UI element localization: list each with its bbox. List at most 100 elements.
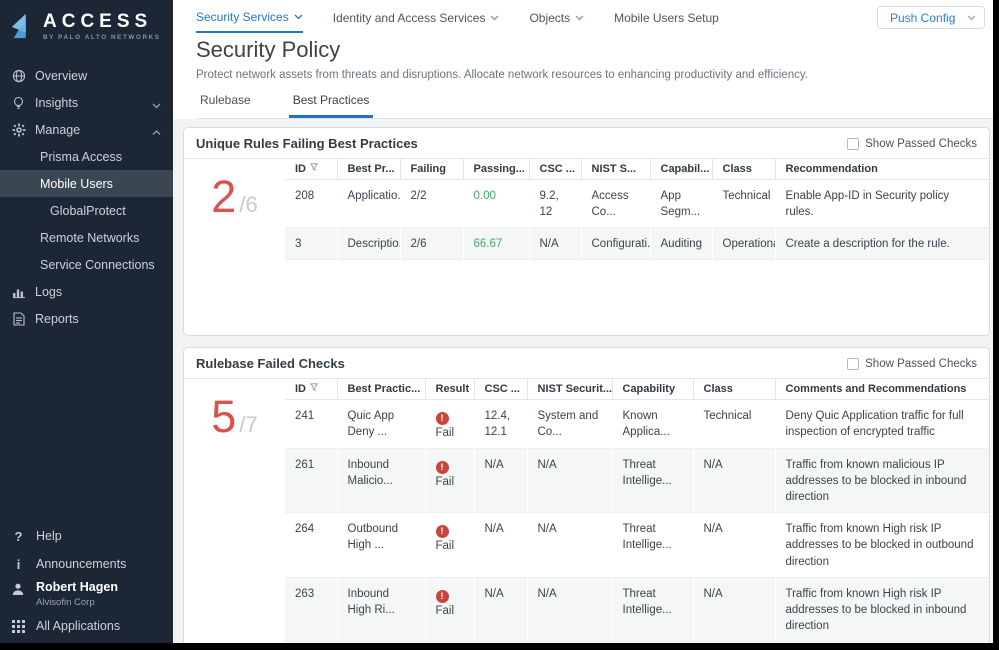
column-header-label: Result xyxy=(435,383,470,395)
stat-value: 2 xyxy=(211,171,238,222)
column-header-failing[interactable]: Failing xyxy=(399,159,463,180)
column-header-id[interactable]: ID xyxy=(285,379,337,400)
table-cell: Applicatio... xyxy=(347,190,401,202)
table-cell: !Fail xyxy=(425,400,474,449)
sidebar-item-announcements[interactable]: i Announcements xyxy=(0,550,173,578)
column-header-result[interactable]: Result xyxy=(424,379,474,400)
cards-container: Unique Rules Failing Best Practices Show … xyxy=(173,119,999,650)
push-config-button[interactable]: Push Config xyxy=(877,6,985,29)
chevron-down-icon xyxy=(152,98,161,112)
sidebar-item-insights[interactable]: Insights xyxy=(0,89,173,116)
checkbox-label: Show Passed Checks xyxy=(865,357,977,370)
sidebar-item-label: Reports xyxy=(35,311,79,326)
sidebar-item-remote-networks[interactable]: Remote Networks xyxy=(0,224,173,251)
sidebar-item-label: Service Connections xyxy=(40,257,155,272)
table-cell: 0.00 xyxy=(473,190,496,202)
sidebar-item-mobile-users[interactable]: Mobile Users xyxy=(0,170,173,197)
sidebar-item-prisma-access[interactable]: Prisma Access xyxy=(0,143,173,170)
table-cell: 263 xyxy=(295,587,315,600)
column-header-label: NIST S... xyxy=(591,163,637,175)
column-header-passing[interactable]: Passing... xyxy=(462,159,529,180)
table-cell: 12.4, 12.1 xyxy=(484,410,511,439)
table-row[interactable]: 261 Inbound Malicio... !Fail N/A N/A Threat I… xyxy=(285,448,989,513)
tab-rulebase[interactable]: Rulebase xyxy=(200,93,251,107)
show-passed-checks-checkbox[interactable]: Show Passed Checks xyxy=(847,137,977,150)
table-cell: N/A xyxy=(539,238,559,251)
failing-stat: 2/6 xyxy=(184,159,285,335)
column-header-comments-and-recommendations[interactable]: Comments and Recommendations xyxy=(774,379,989,400)
column-header-label: Class xyxy=(703,383,733,395)
column-header-best-pr[interactable]: Best Pr... xyxy=(336,159,400,180)
sidebar-item-overview[interactable]: Overview xyxy=(0,62,173,89)
column-header-label: Capabil... xyxy=(660,163,710,175)
stat-total: /6 xyxy=(239,192,258,217)
column-header-nist-s[interactable]: NIST S... xyxy=(580,159,650,180)
user-profile[interactable]: Robert Hagen Alvisofin Corp xyxy=(0,580,173,608)
page-title: Security Policy xyxy=(196,37,341,62)
checkbox-box-icon[interactable] xyxy=(847,137,860,150)
nav-item-label: Mobile Users Setup xyxy=(614,11,719,25)
sidebar-item-label: Remote Networks xyxy=(40,230,140,245)
card-header: Rulebase Failed Checks Show Passed Checks xyxy=(184,348,989,379)
sidebar-item-manage[interactable]: Manage xyxy=(0,116,173,143)
table-row[interactable]: 3 Descriptio... 2/6 66.67 N/A Configurati... A… xyxy=(285,227,989,260)
column-header-csc[interactable]: CSC ... xyxy=(473,379,527,400)
table-cell: !Fail xyxy=(425,449,474,513)
table-row[interactable]: 263 Inbound High Ri... !Fail N/A N/A Threat I… xyxy=(285,577,989,642)
sidebar-item-reports[interactable]: Reports xyxy=(0,305,173,332)
table-cell: Auditing xyxy=(660,238,703,251)
table-row[interactable]: 264 Outbound High ... !Fail N/A N/A Threat In… xyxy=(285,513,989,578)
table-cell: Traffic from known High risk IP addresse… xyxy=(785,523,974,568)
show-passed-checks-checkbox[interactable]: Show Passed Checks xyxy=(847,357,977,370)
sidebar-item-service-connections[interactable]: Service Connections xyxy=(0,251,173,278)
sidebar-item-label: Mobile Users xyxy=(40,176,113,191)
filter-icon[interactable] xyxy=(310,383,318,391)
nav-item-identity-and-access-services[interactable]: Identity and Access Services xyxy=(333,10,500,33)
table-cell: N/A xyxy=(484,459,504,472)
lightbulb-icon xyxy=(11,95,26,110)
sidebar-item-logs[interactable]: Logs xyxy=(0,278,173,305)
table-cell: App Segm... xyxy=(660,190,701,219)
sidebar-item-help[interactable]: ? Help xyxy=(0,522,173,550)
user-icon xyxy=(11,582,26,608)
column-header-id[interactable]: ID xyxy=(285,159,337,180)
column-header-capability[interactable]: Capability xyxy=(611,379,693,400)
nav-item-security-services[interactable]: Security Services xyxy=(196,10,303,33)
table-cell: 66.67 xyxy=(473,238,503,251)
table-row[interactable]: 241 Quic App Deny ... ! Fail 12.4, 12.1 Syste… xyxy=(285,400,989,449)
column-header-class[interactable]: Class xyxy=(711,159,775,180)
chevron-down-icon xyxy=(575,15,584,21)
table-row[interactable]: 208 Applicatio... 2/2 0.00 9.2, 12 Access Co.… xyxy=(285,180,989,228)
tab-best-practices[interactable]: Best Practices xyxy=(288,93,374,118)
table-cell: N/A xyxy=(537,587,557,600)
palo-alto-logo-icon xyxy=(10,13,36,44)
table-cell: N/A xyxy=(703,459,723,472)
card-body: 5/7 ID Best Practic... Result CSC ... NIST Se… xyxy=(184,379,989,650)
sidebar-item-all-applications[interactable]: All Applications xyxy=(0,612,173,640)
column-header-capabil[interactable]: Capabil... xyxy=(649,159,712,180)
column-header-label: Passing... xyxy=(473,163,525,175)
fail-label: Fail xyxy=(435,476,455,489)
column-header-recommendation[interactable]: Recommendation xyxy=(774,159,989,180)
sidebar-item-label: Overview xyxy=(35,68,88,83)
column-header-csc[interactable]: CSC ... xyxy=(528,159,581,180)
checks-table: ID Best Pr... Failing Passing... CSC ... NIST… xyxy=(285,159,989,260)
table-cell: Configurati... xyxy=(591,238,651,251)
nav-item-mobile-users-setup[interactable]: Mobile Users Setup xyxy=(614,10,719,33)
nav-item-objects[interactable]: Objects xyxy=(529,10,584,33)
column-header-best-practic[interactable]: Best Practic... xyxy=(336,379,425,400)
column-header-nist-securit[interactable]: NIST Securit... xyxy=(526,379,612,400)
nav-item-label: Objects xyxy=(529,11,571,25)
checkbox-box-icon[interactable] xyxy=(847,357,860,370)
table-cell: Access Co... xyxy=(591,190,629,219)
user-name: Robert Hagen xyxy=(36,580,118,594)
chevron-down-icon xyxy=(967,15,976,21)
table-cell: 264 xyxy=(295,523,315,536)
sidebar-item-label: GlobalProtect xyxy=(50,203,126,218)
column-header-label: Best Practic... xyxy=(347,383,421,395)
sidebar-item-globalprotect[interactable]: GlobalProtect xyxy=(0,197,173,224)
table-cell: 208 xyxy=(295,190,315,202)
filter-icon[interactable] xyxy=(310,163,318,171)
table-cell: Operational xyxy=(722,238,776,251)
column-header-class[interactable]: Class xyxy=(692,379,775,400)
